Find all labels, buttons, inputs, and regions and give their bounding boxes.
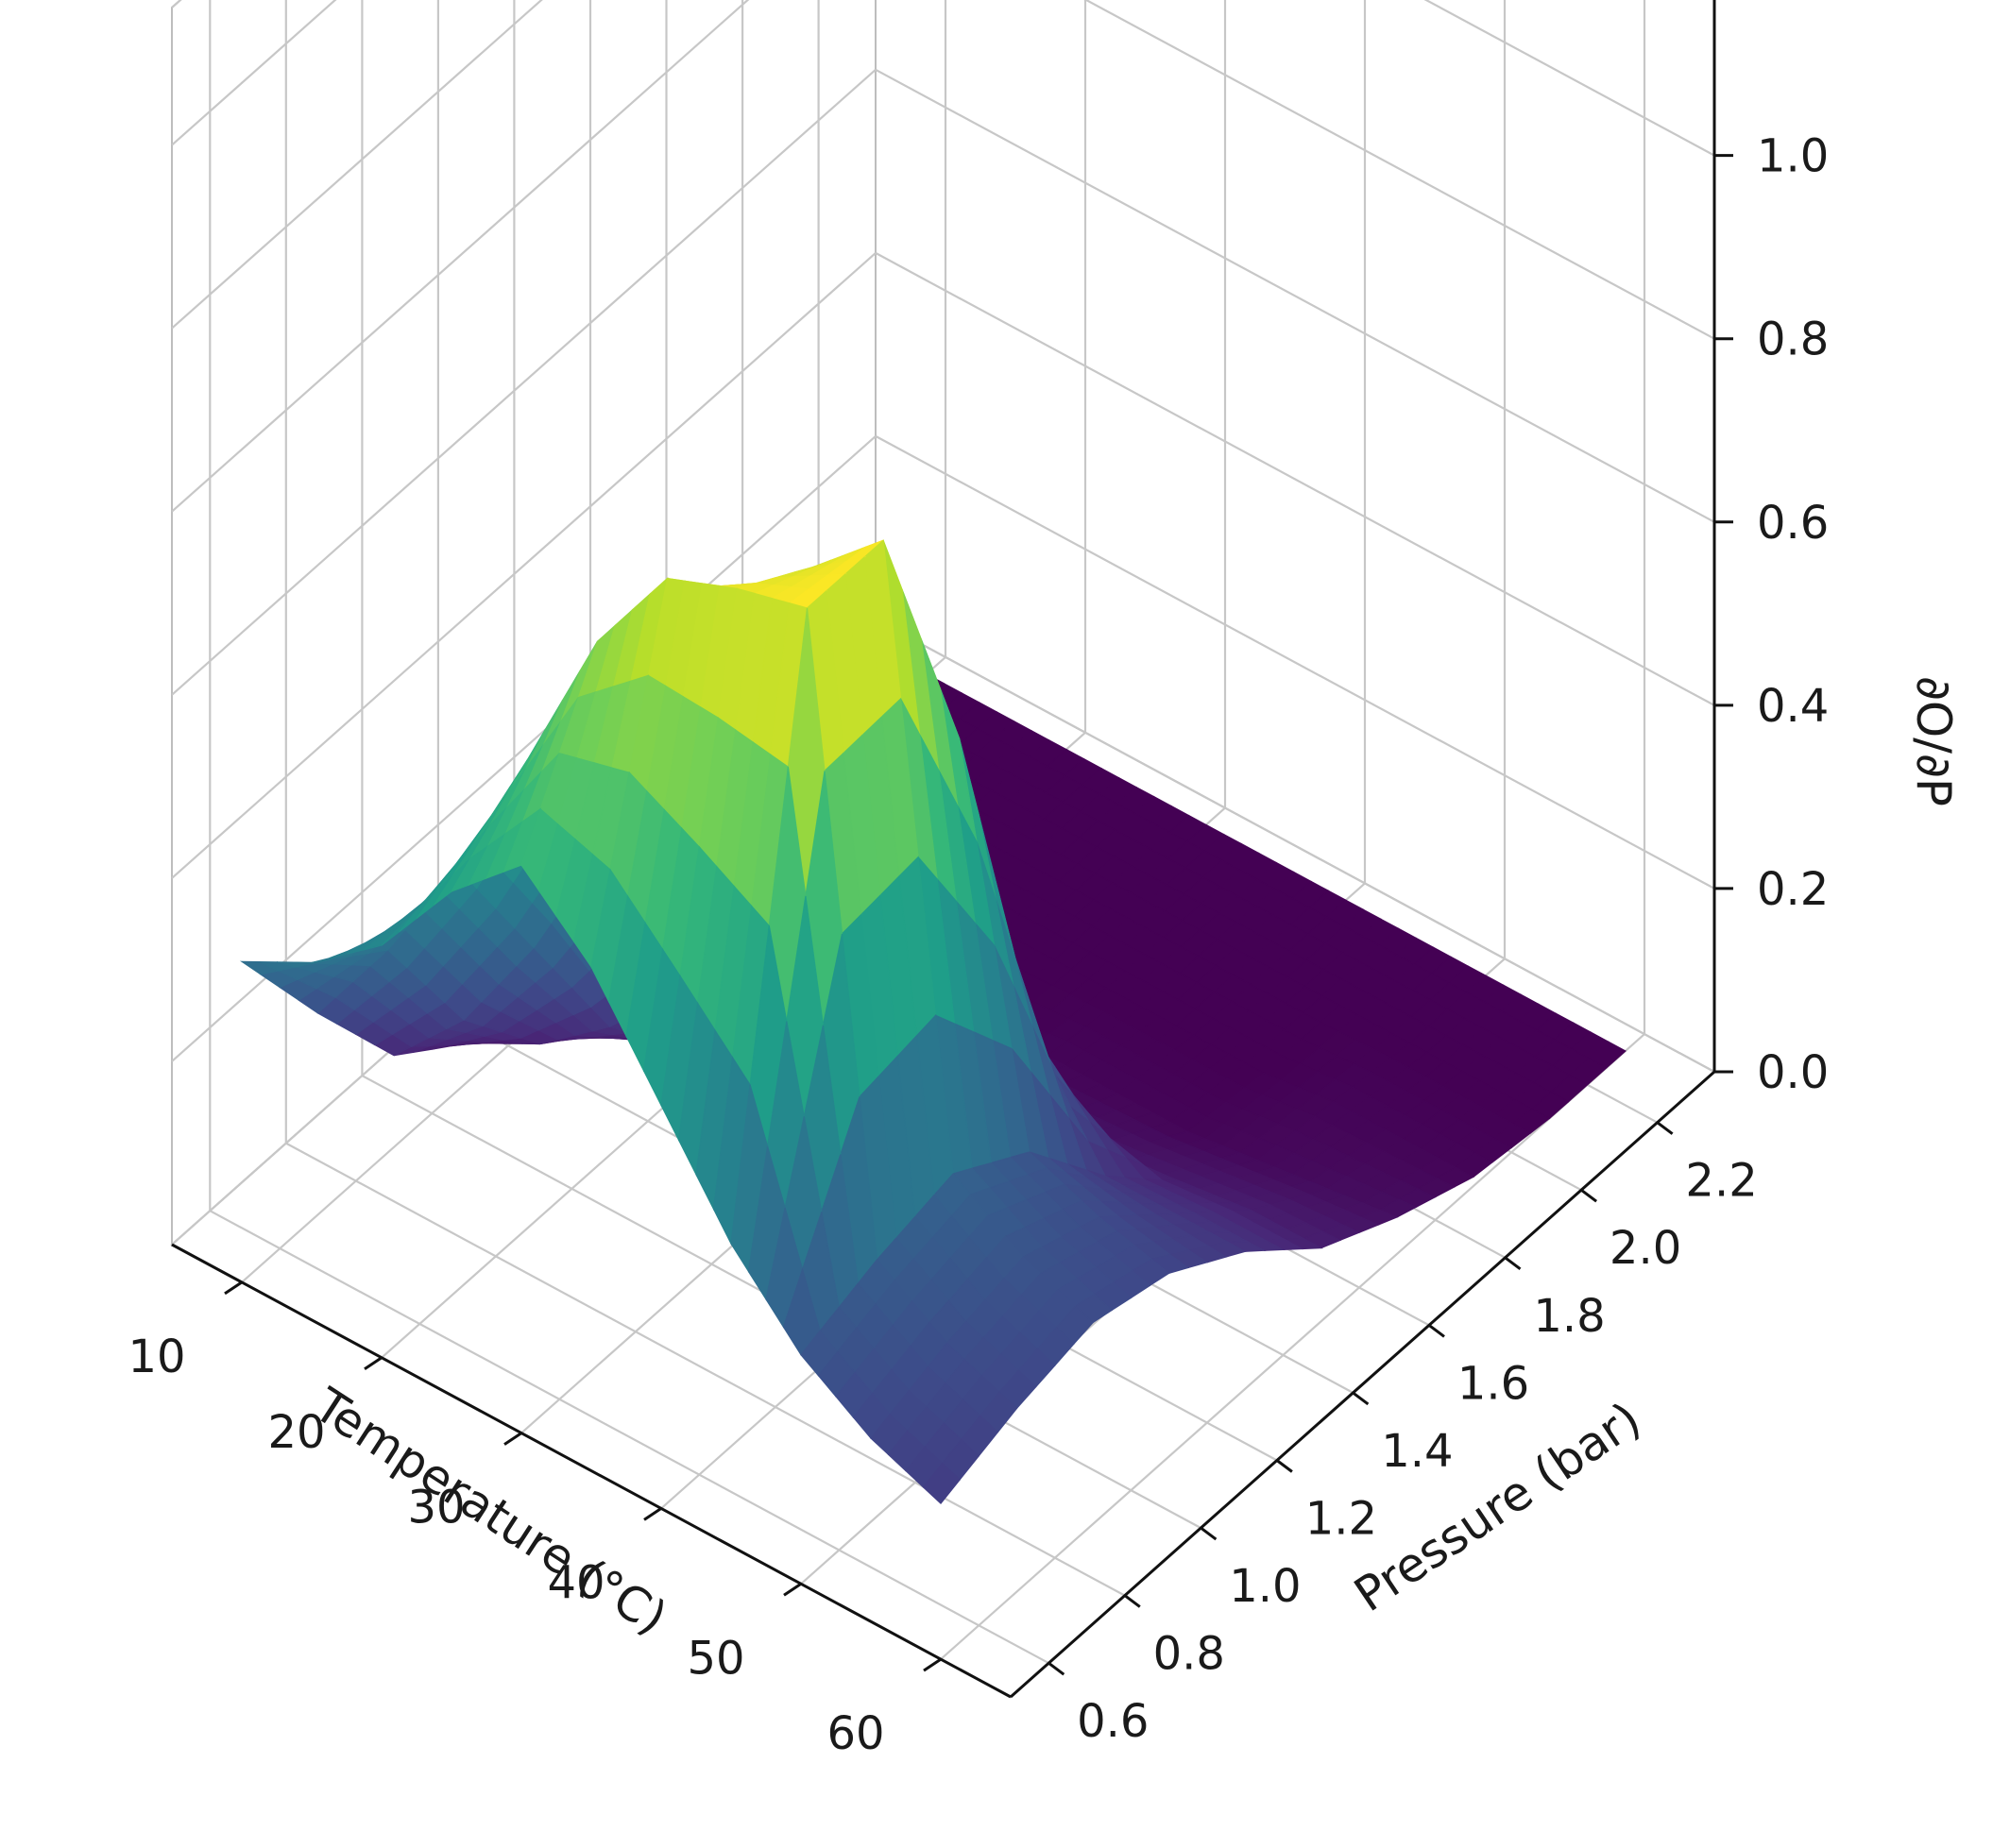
grid-line-z-right — [875, 251, 1715, 706]
z-tick-label: 0.2 — [1757, 863, 1829, 916]
y-tick-mark — [1123, 1594, 1141, 1608]
surface — [239, 539, 1627, 1504]
y-tick-mark — [1352, 1391, 1370, 1406]
grid-line-z-right — [875, 68, 1715, 523]
y-tick-mark — [1656, 1121, 1674, 1135]
grid-line-z-left — [171, 0, 750, 513]
y-tick-mark — [1048, 1661, 1065, 1676]
y-axis-line — [1010, 1070, 1715, 1699]
z-tick-label: 0.6 — [1757, 497, 1829, 550]
z-tick-label: 1.0 — [1757, 130, 1829, 183]
y-tick-mark — [1200, 1526, 1218, 1541]
x-tick-mark — [783, 1583, 802, 1597]
y-tick-label: 0.8 — [1153, 1628, 1225, 1681]
x-tick-label: 40 — [547, 1556, 605, 1609]
surface-patch — [922, 1462, 961, 1504]
y-tick-mark — [1504, 1256, 1522, 1271]
y-tick-label: 1.0 — [1229, 1560, 1301, 1613]
z-tick-label: 0.8 — [1757, 314, 1829, 366]
y-tick-label: 0.6 — [1077, 1695, 1149, 1748]
x-tick-mark — [643, 1507, 662, 1521]
grid-line-z-right — [875, 434, 1715, 890]
grid-line-z-left — [171, 0, 337, 146]
x-tick-mark — [923, 1657, 942, 1672]
y-tick-mark — [1580, 1188, 1597, 1203]
grid-line-z-left — [171, 68, 877, 696]
grid-line-z-right — [1083, 0, 1715, 340]
y-tick-label: 2.2 — [1685, 1155, 1757, 1208]
y-tick-label: 1.8 — [1533, 1290, 1605, 1343]
x-axis-line — [171, 1243, 1012, 1699]
y-tick-label: 1.2 — [1305, 1493, 1377, 1546]
grid-line-x-floor — [940, 1033, 1645, 1660]
x-tick-label: 30 — [407, 1482, 465, 1534]
x-tick-mark — [503, 1432, 522, 1446]
x-tick-label: 50 — [687, 1632, 744, 1685]
x-tick-label: 10 — [128, 1331, 185, 1383]
x-tick-mark — [364, 1356, 383, 1371]
x-tick-label: 20 — [267, 1406, 325, 1459]
grid-line-z-left — [171, 0, 182, 8]
y-tick-label: 2.0 — [1610, 1222, 1681, 1275]
z-tick-label: 0.4 — [1757, 680, 1829, 733]
grid-line-y-floor — [209, 1210, 1049, 1665]
grid-line-z-right — [875, 619, 1715, 1073]
axis-lines — [171, 0, 1716, 1699]
y-tick-label: 1.4 — [1381, 1425, 1453, 1478]
grid-line-y-floor — [285, 1142, 1126, 1597]
z-axis-label: ∂O/∂P — [1906, 676, 1961, 806]
z-tick-label: 0.0 — [1757, 1046, 1829, 1099]
grid-line-z-left — [171, 252, 877, 879]
grid-line-z-left — [171, 0, 543, 330]
x-tick-label: 60 — [826, 1707, 884, 1760]
y-tick-mark — [1276, 1459, 1293, 1473]
x-tick-mark — [224, 1280, 243, 1296]
y-tick-label: 1.6 — [1457, 1357, 1529, 1410]
y-tick-mark — [1428, 1324, 1445, 1338]
grid-line-z-right — [1423, 0, 1715, 157]
grid-line-z-left — [171, 435, 877, 1062]
